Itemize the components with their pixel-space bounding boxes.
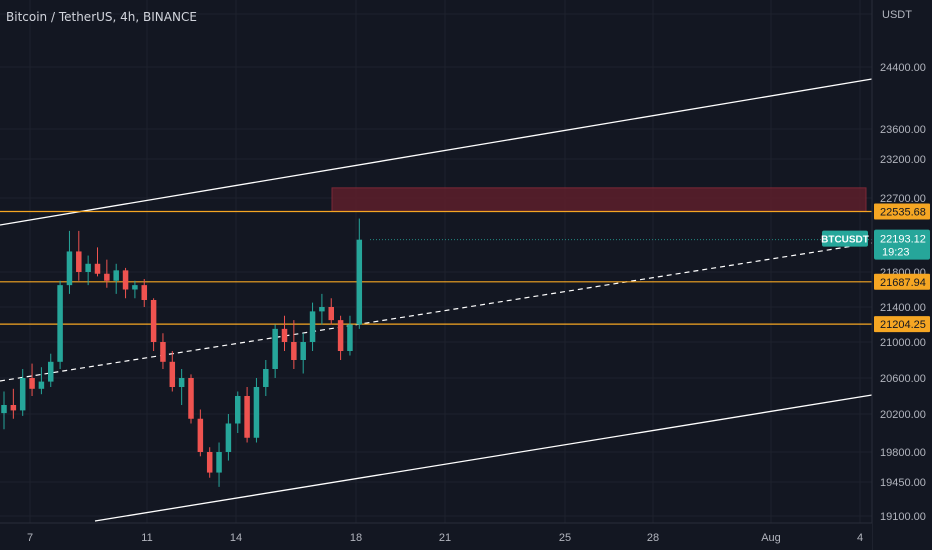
candle-body <box>19 378 26 411</box>
level-tag-value: 21687.94 <box>880 277 926 289</box>
candle-body <box>319 307 325 312</box>
candle-body <box>356 239 363 325</box>
price-tick-label: 23200.00 <box>880 154 926 166</box>
candle-body <box>253 387 260 438</box>
candle-body <box>300 342 306 360</box>
candle-body <box>309 311 316 342</box>
candle-body <box>57 285 63 362</box>
chart-grid <box>0 0 872 523</box>
time-tick-label: 25 <box>559 532 571 544</box>
trend-channel[interactable] <box>0 78 873 522</box>
price-tick-label: 20600.00 <box>880 373 926 385</box>
pair-title: Bitcoin / TetherUS, 4h, BINANCE <box>6 10 197 24</box>
candle-body <box>150 300 157 342</box>
candle-body <box>206 452 213 473</box>
level-tag-value: 22535.68 <box>880 207 926 219</box>
price-tick-label: 21000.00 <box>880 337 926 349</box>
candle-body <box>113 270 119 281</box>
candle-body <box>94 263 101 274</box>
time-tick-label: 11 <box>141 532 152 544</box>
price-tick-label: 24400.00 <box>880 62 926 74</box>
candle-body <box>104 273 110 281</box>
last-price-box <box>874 229 930 260</box>
horizontal-levels[interactable] <box>0 210 872 325</box>
candle-body <box>197 418 204 452</box>
candle-body <box>263 369 269 387</box>
candle-body <box>216 452 222 473</box>
time-axis-ticks: 7 11 14 18 21 25 28 Aug 4 <box>27 532 863 544</box>
price-tick-label: 23600.00 <box>880 124 926 136</box>
level-tag-box <box>874 273 930 290</box>
time-tick-label: 28 <box>647 532 659 544</box>
symbol-tag-box <box>822 230 868 247</box>
candle-body <box>38 381 45 389</box>
candle-body <box>85 263 91 272</box>
candle-body <box>76 251 82 272</box>
candle-body <box>328 307 334 321</box>
candles <box>1 218 363 487</box>
time-tick-label: 14 <box>230 532 242 544</box>
currency-label: USDT <box>882 9 912 21</box>
candle-body <box>225 423 232 452</box>
price-tick-label: 19800.00 <box>880 447 926 459</box>
candle-body <box>178 378 185 387</box>
candle-body <box>29 378 35 389</box>
time-tick-label: 7 <box>27 532 33 544</box>
candle-countdown: 19:23 <box>882 247 910 259</box>
symbol-tag: BTCUSDT <box>821 235 869 246</box>
candle-body <box>235 396 241 424</box>
candle-body <box>347 324 353 351</box>
last-price-value: 22193.12 <box>880 234 926 246</box>
level-tag-box <box>874 203 930 220</box>
resistance-zone[interactable] <box>331 187 867 213</box>
time-axis[interactable] <box>0 523 872 550</box>
candle-body <box>122 270 129 290</box>
candle-body <box>1 405 7 414</box>
candle-body <box>188 378 194 419</box>
channel-median-line <box>0 242 873 382</box>
candle-body <box>66 251 73 286</box>
price-tick-label: 22700.00 <box>880 193 926 205</box>
time-tick-label: 18 <box>350 532 362 544</box>
candle-body <box>244 396 250 438</box>
level-tag-box <box>874 316 930 333</box>
candle-body <box>10 405 17 411</box>
channel-lower-line <box>94 394 873 522</box>
last-price-tag: 22193.12 19:23 BTCUSDT <box>821 229 930 260</box>
candle-body <box>169 361 176 387</box>
price-tick-label: 20200.00 <box>880 409 926 421</box>
level-tag-value: 21204.25 <box>880 319 926 331</box>
price-tick-label: 19100.00 <box>880 511 926 523</box>
level-price-tags: 22535.68 21687.94 21204.25 <box>874 203 930 333</box>
price-tick-label: 19450.00 <box>880 477 926 489</box>
candle-body <box>48 361 54 382</box>
time-tick-label: 4 <box>857 532 863 544</box>
time-tick-label: Aug <box>761 532 781 544</box>
candle-body <box>160 342 166 362</box>
candle-body <box>291 342 297 360</box>
candle-body <box>337 320 344 351</box>
candle-body <box>141 285 147 300</box>
channel-upper-line <box>0 78 873 226</box>
time-tick-label: 21 <box>439 532 451 544</box>
candle-body <box>132 285 138 290</box>
candle-body <box>281 328 288 342</box>
candle-body <box>272 328 278 369</box>
price-tick-label: 21400.00 <box>880 302 926 314</box>
